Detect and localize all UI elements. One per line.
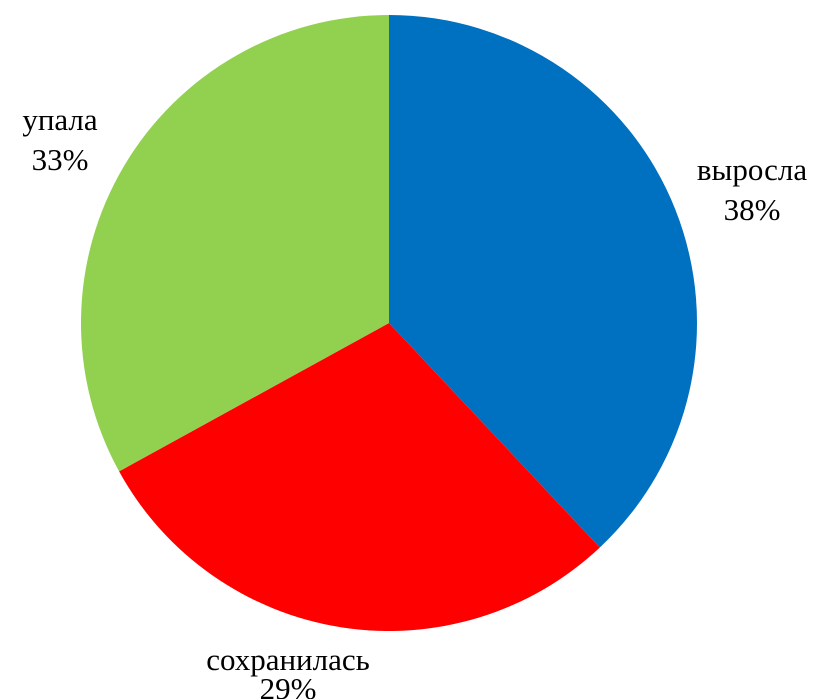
pie-labels: выросла 38% сохранилась 29% упала 33% [22,102,807,699]
pie-slice-1 [119,323,600,631]
pie-slices [81,15,697,631]
slice-label-sohranilas: сохранилась [206,642,370,677]
slice-value-vyrosla: 38% [724,192,781,227]
slice-value-sohranilas: 29% [260,671,317,699]
pie-slice-0 [389,15,697,548]
slice-label-upala: упала [22,102,98,137]
pie-slice-2 [81,15,390,472]
slice-value-upala: 33% [32,142,89,177]
slice-label-vyrosla: выросла [697,152,807,187]
